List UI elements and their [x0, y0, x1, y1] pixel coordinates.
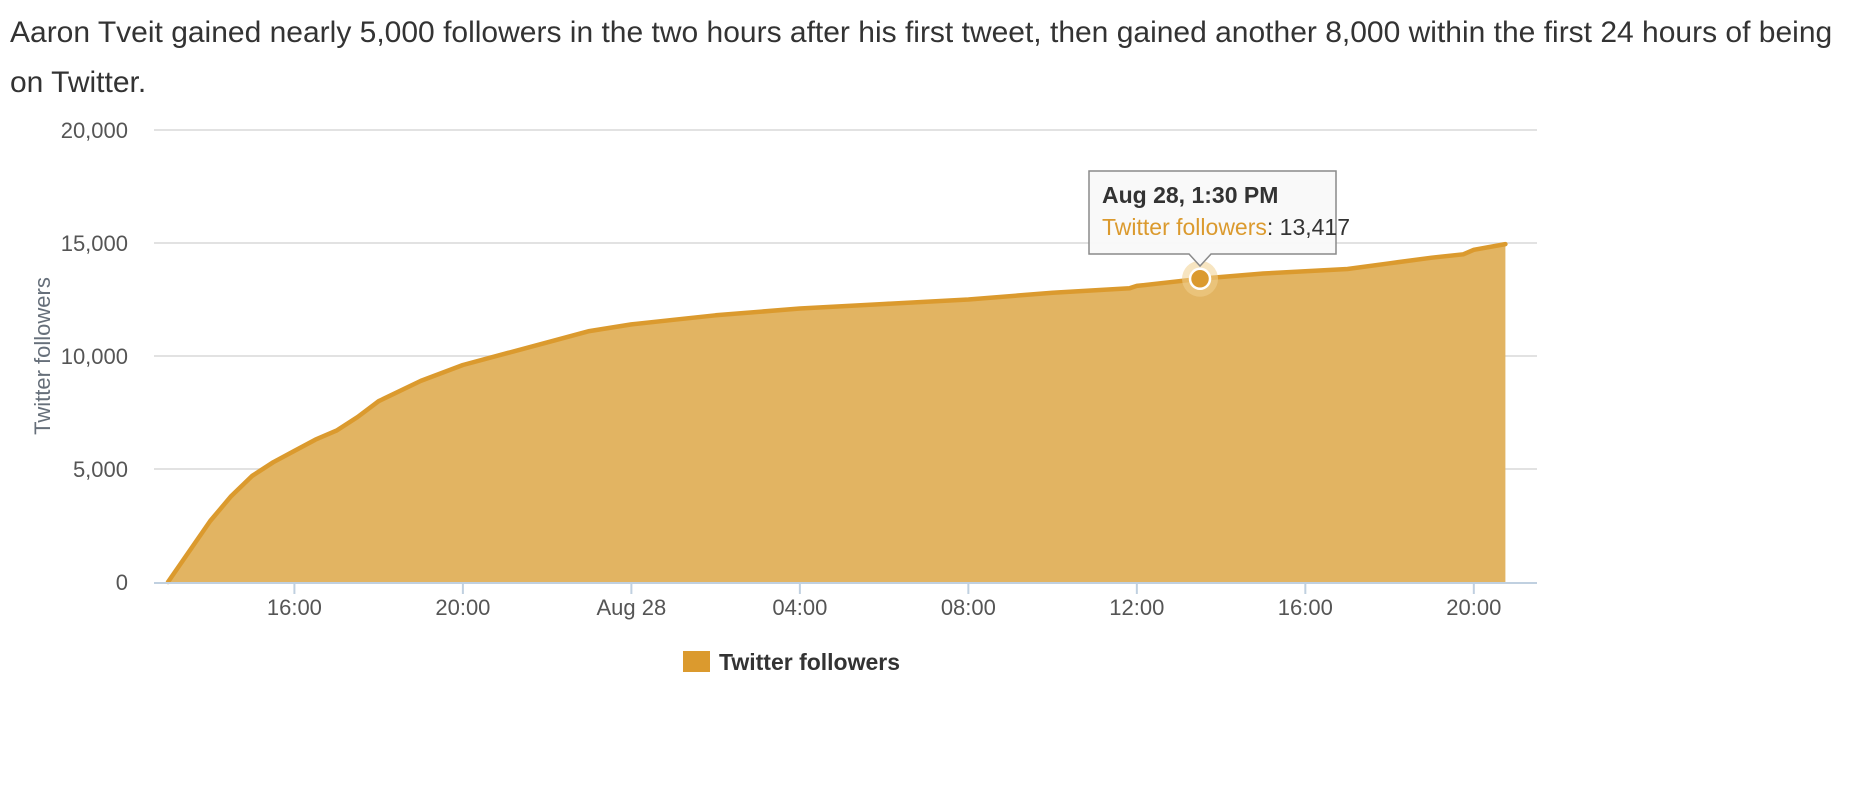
x-tick-label: 04:00 — [772, 595, 827, 620]
x-tick-label: 16:00 — [267, 595, 322, 620]
x-tick-label: 20:00 — [1446, 595, 1501, 620]
y-tick-label: 5,000 — [73, 457, 128, 482]
y-tick-label: 0 — [116, 570, 128, 595]
x-tick-label: 16:00 — [1278, 595, 1333, 620]
tooltip-title: Aug 28, 1:30 PM — [1102, 182, 1278, 208]
tooltip-box — [1088, 170, 1337, 268]
tooltip-value-line: Twitter followers: 13,417 — [1102, 214, 1350, 240]
y-tick-label: 20,000 — [61, 118, 128, 143]
y-axis-title: Twitter followers — [30, 277, 55, 435]
x-tick-label: 20:00 — [435, 595, 490, 620]
y-tick-label: 15,000 — [61, 231, 128, 256]
legend-label: Twitter followers — [719, 649, 900, 675]
series-area — [168, 244, 1506, 582]
tooltip-series-name: Twitter followers — [1102, 214, 1267, 240]
tooltip-value: 13,417 — [1280, 214, 1350, 240]
y-tick-label: 10,000 — [61, 344, 128, 369]
x-tick-label: 08:00 — [941, 595, 996, 620]
hover-marker[interactable] — [1188, 267, 1212, 291]
series-line[interactable] — [165, 241, 1508, 585]
legend-swatch — [683, 651, 710, 672]
x-axis: 16:00 20:00 Aug 28 04:00 08:00 12:00 16:00 20:0… — [267, 583, 1501, 620]
chart-caption: Aaron Tveit gained nearly 5,000 follower… — [10, 16, 1833, 99]
x-tick-label: Aug 28 — [597, 595, 667, 620]
y-axis: 0 5,000 10,000 15,000 20,000 — [61, 118, 128, 595]
tooltip: Aug 28, 1:30 PM Twitter followers: 13,41… — [1088, 170, 1350, 268]
x-tick-label: 12:00 — [1109, 595, 1164, 620]
legend[interactable]: Twitter followers — [683, 649, 900, 675]
